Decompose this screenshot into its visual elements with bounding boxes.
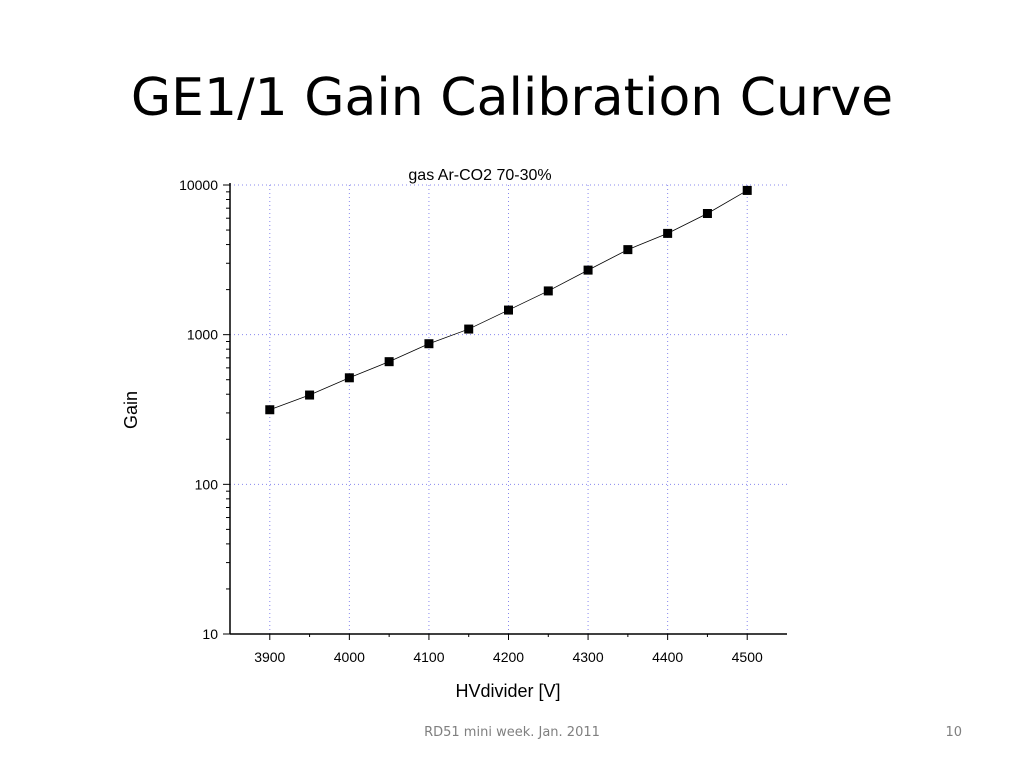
x-tick-label: 4500 xyxy=(732,649,763,665)
x-tick-label: 4400 xyxy=(652,649,683,665)
y-axis-label: Gain xyxy=(121,391,141,429)
axes xyxy=(229,183,787,635)
x-tick-label: 4000 xyxy=(334,649,365,665)
data-point xyxy=(742,185,752,195)
page-number: 10 xyxy=(945,725,962,740)
tick-marks xyxy=(223,184,748,640)
series-line xyxy=(269,190,748,411)
grid-lines xyxy=(230,184,787,635)
data-point xyxy=(344,373,354,383)
data-point xyxy=(424,339,434,349)
data-point xyxy=(384,357,394,367)
y-tick-label: 100 xyxy=(195,476,219,492)
data-point xyxy=(265,405,275,415)
data-point xyxy=(305,390,315,400)
data-point xyxy=(464,324,474,334)
footer-text: RD51 mini week. Jan. 2011 xyxy=(424,725,600,740)
data-point xyxy=(504,305,513,315)
slide-title: GE1/1 Gain Calibration Curve xyxy=(130,68,894,128)
data-series xyxy=(265,185,752,415)
x-tick-label: 3900 xyxy=(254,649,285,665)
x-tick-label: 4200 xyxy=(493,649,524,665)
y-tick-label: 10000 xyxy=(179,177,218,193)
x-tick-label: 4300 xyxy=(572,649,603,665)
data-point xyxy=(543,286,553,296)
data-point xyxy=(663,228,673,238)
chart-title: gas Ar-CO2 70-30% xyxy=(408,167,551,184)
tick-labels: 3900 4000 4100 4200 4300 4400 4500 10 100 1000 100… xyxy=(179,177,763,665)
y-tick-label: 10 xyxy=(202,626,218,642)
x-tick-label: 4100 xyxy=(413,649,444,665)
data-point xyxy=(623,245,633,255)
x-axis-label: HVdivider [V] xyxy=(455,681,560,701)
data-point xyxy=(583,265,593,275)
y-tick-label: 1000 xyxy=(187,327,218,343)
data-point xyxy=(702,209,712,219)
